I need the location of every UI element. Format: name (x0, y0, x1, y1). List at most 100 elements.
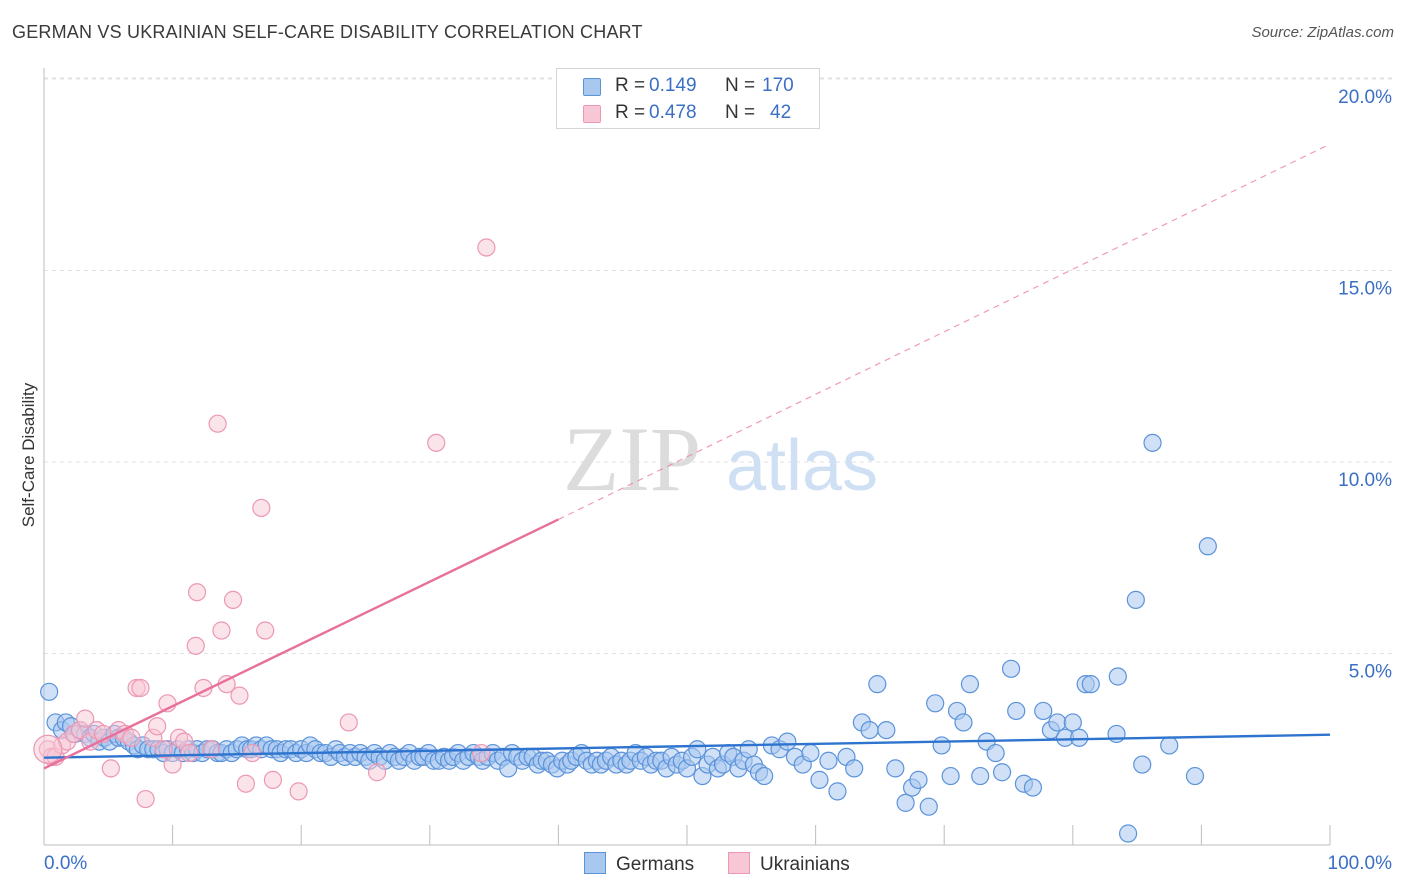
y-tick-labels: 5.0% 10.0% 15.0% 20.0% (1338, 87, 1392, 683)
german-point (971, 766, 990, 786)
german-point (919, 797, 938, 816)
n-value: 170 (762, 75, 794, 96)
german-point (932, 736, 951, 755)
german-point (986, 743, 1005, 763)
german-point (868, 675, 887, 694)
legend-item-germans[interactable]: Germans (584, 852, 694, 876)
ukrainians-legend-label: Ukrainians (760, 854, 850, 875)
germans-swatch (583, 78, 601, 96)
x-tick-label: 0.0% (44, 853, 87, 874)
ukrainian-point (136, 789, 155, 809)
x-tick-labels: 0.0% 100.0% (44, 853, 1392, 874)
german-point (1034, 701, 1053, 721)
trend-lines (43, 143, 1331, 770)
r-value: 0.478 (649, 102, 697, 123)
german-point (755, 766, 774, 786)
german-point (1160, 736, 1179, 755)
ukrainian-point (163, 755, 182, 774)
r-label: R = (615, 102, 646, 123)
german-point (1126, 590, 1145, 609)
gridlines (44, 77, 1392, 654)
y-tick-label: 5.0% (1349, 662, 1392, 683)
german-point (1070, 728, 1089, 747)
german-point (810, 770, 829, 789)
correlation-legend: R = 0.149 N = 170 R = 0.478 N = 42 (556, 68, 820, 129)
x-axis-ticks (43, 825, 1331, 845)
german-point (688, 740, 707, 759)
german-point (886, 759, 905, 778)
ukrainian-point (208, 414, 227, 433)
ukrainian-point (131, 678, 150, 698)
ukrainian-points (33, 238, 496, 809)
ukrainian-point (186, 636, 205, 655)
source-credit: Source: ZipAtlas.com (1251, 24, 1394, 41)
ukrainian-point (223, 590, 243, 609)
ukrainian-point (367, 763, 387, 782)
ukrainian-point (256, 621, 275, 640)
germans-legend-label: Germans (616, 854, 695, 875)
ukrainian-point (477, 238, 496, 257)
ukrainian-point (427, 433, 446, 452)
ukrainian-point (187, 583, 207, 602)
ukrainians-swatch (583, 105, 601, 123)
german-point (1107, 724, 1126, 744)
ukrainian-point (472, 743, 491, 763)
ukrainian-point (339, 713, 358, 732)
ukrainian-point (263, 770, 283, 789)
german-point (954, 713, 973, 732)
ukrainian-point (212, 621, 231, 640)
german-point (1143, 433, 1162, 452)
ukrainian-point (148, 717, 167, 736)
ukrainian-point (230, 686, 249, 705)
german-point (992, 763, 1012, 782)
german-point (1048, 713, 1067, 732)
y-tick-label: 20.0% (1338, 87, 1392, 108)
german-point (1007, 701, 1026, 721)
german-point (40, 682, 59, 701)
ukrainian-point (236, 774, 256, 793)
ukrainian-trend-extension (558, 143, 1331, 520)
german-point (909, 770, 928, 789)
ukrainian-point (154, 740, 173, 759)
german-point (801, 743, 820, 763)
y-tick-label: 15.0% (1338, 279, 1392, 300)
ukrainians-legend-swatch (728, 852, 750, 874)
r-label: R = (615, 75, 646, 96)
german-point (896, 793, 915, 812)
german-point (1063, 713, 1082, 732)
german-point (819, 751, 838, 770)
german-point (828, 782, 847, 801)
german-point (960, 675, 980, 694)
german-point (941, 766, 960, 786)
n-label: N = (725, 102, 756, 123)
n-label: N = (725, 75, 756, 96)
german-point (1081, 675, 1100, 694)
german-point (1185, 766, 1205, 786)
german-point (1001, 659, 1021, 678)
german-point (739, 740, 758, 759)
watermark-atlas: atlas (726, 426, 878, 506)
x-tick-label: 100.0% (1328, 853, 1393, 874)
ukrainian-trend-line (43, 518, 559, 770)
germans-legend-swatch (584, 852, 606, 874)
legend-item-ukrainians[interactable]: Ukrainians (728, 852, 850, 876)
y-tick-label: 10.0% (1338, 470, 1392, 491)
n-value: 42 (770, 102, 792, 123)
german-point (860, 720, 879, 740)
german-point (877, 720, 896, 740)
ukrainian-point (289, 782, 308, 801)
ukrainian-point (252, 498, 271, 518)
ukrainian-point (76, 709, 95, 728)
german-point (1118, 824, 1138, 843)
german-point (926, 694, 945, 713)
ukrainian-point (33, 734, 63, 764)
german-point (778, 732, 797, 751)
ukrainian-point (101, 759, 120, 778)
german-point (1133, 755, 1152, 774)
german-point (1023, 778, 1043, 797)
watermark-zip: ZIP (563, 408, 701, 510)
r-value: 0.149 (649, 75, 697, 96)
german-point (1108, 667, 1127, 686)
y-axis-label: Self-Care Disability (19, 382, 38, 527)
